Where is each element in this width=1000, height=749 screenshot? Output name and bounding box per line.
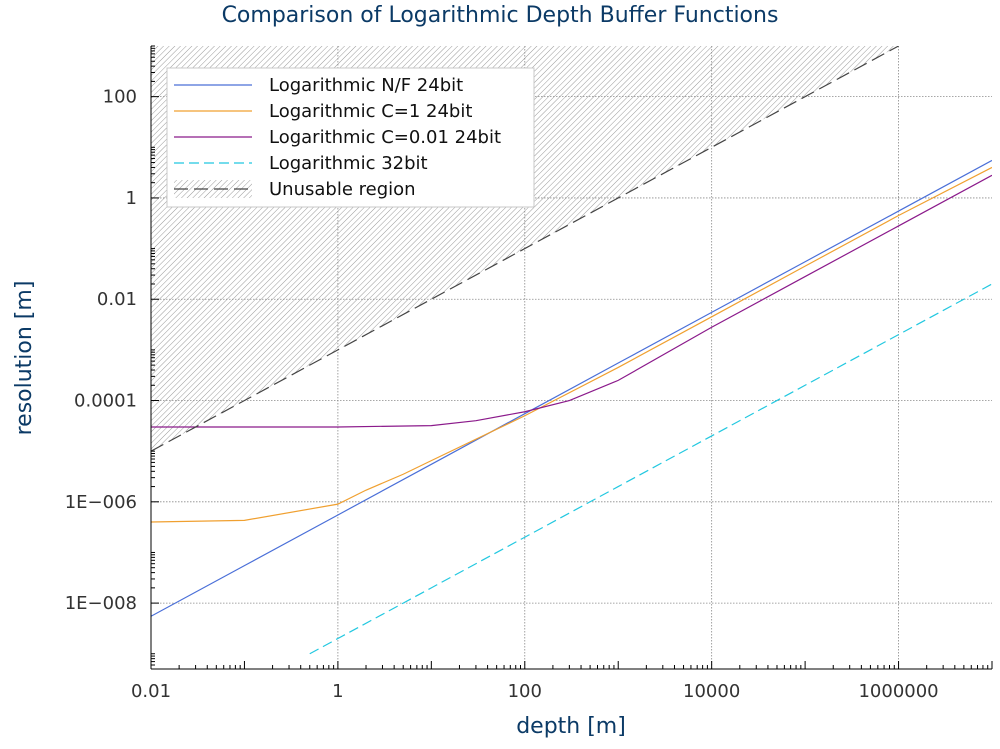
grid	[151, 46, 992, 669]
x-tick-label: 1	[332, 681, 343, 702]
x-tick-labels: 0.01 1 100 10000 1000000	[131, 681, 939, 702]
series-layer	[151, 46, 992, 655]
y-tick-label: 100	[103, 87, 137, 108]
y-tick-label: 1	[126, 188, 137, 209]
x-tick-label: 10000	[683, 681, 740, 702]
legend-label-2: Logarithmic C=0.01 24bit	[269, 127, 501, 148]
x-tick-label: 1000000	[858, 681, 938, 702]
y-tick-label: 0.0001	[74, 391, 137, 412]
series-line-0	[151, 159, 992, 617]
y-tick-label: 0.01	[97, 289, 137, 310]
series-line-3	[309, 283, 992, 655]
series-line-4	[151, 46, 899, 452]
y-tick-labels: 1E−008 1E−006 0.0001 0.01 1 100	[65, 87, 137, 614]
x-tick-label: 100	[508, 681, 542, 702]
x-tick-label: 0.01	[131, 681, 171, 702]
y-tick-label: 1E−008	[65, 593, 137, 614]
legend-label-3: Logarithmic 32bit	[269, 153, 428, 174]
axis-ticks	[150, 45, 993, 670]
legend: Logarithmic N/F 24bit Logarithmic C=1 24b…	[166, 67, 535, 208]
plot-area	[150, 45, 993, 670]
legend-items: Logarithmic N/F 24bit Logarithmic C=1 24b…	[174, 75, 501, 200]
legend-label-0: Logarithmic N/F 24bit	[269, 75, 463, 96]
legend-label-4: Unusable region	[269, 179, 416, 200]
y-tick-label: 1E−006	[65, 492, 137, 513]
legend-hatch-swatch	[174, 180, 252, 198]
chart-title: Comparison of Logarithmic Depth Buffer F…	[222, 3, 779, 28]
series-line-1	[151, 166, 992, 523]
series-line-2	[151, 174, 992, 428]
x-axis-label: depth [m]	[516, 714, 626, 739]
legend-label-1: Logarithmic C=1 24bit	[269, 101, 472, 122]
y-axis-label: resolution [m]	[12, 281, 37, 436]
